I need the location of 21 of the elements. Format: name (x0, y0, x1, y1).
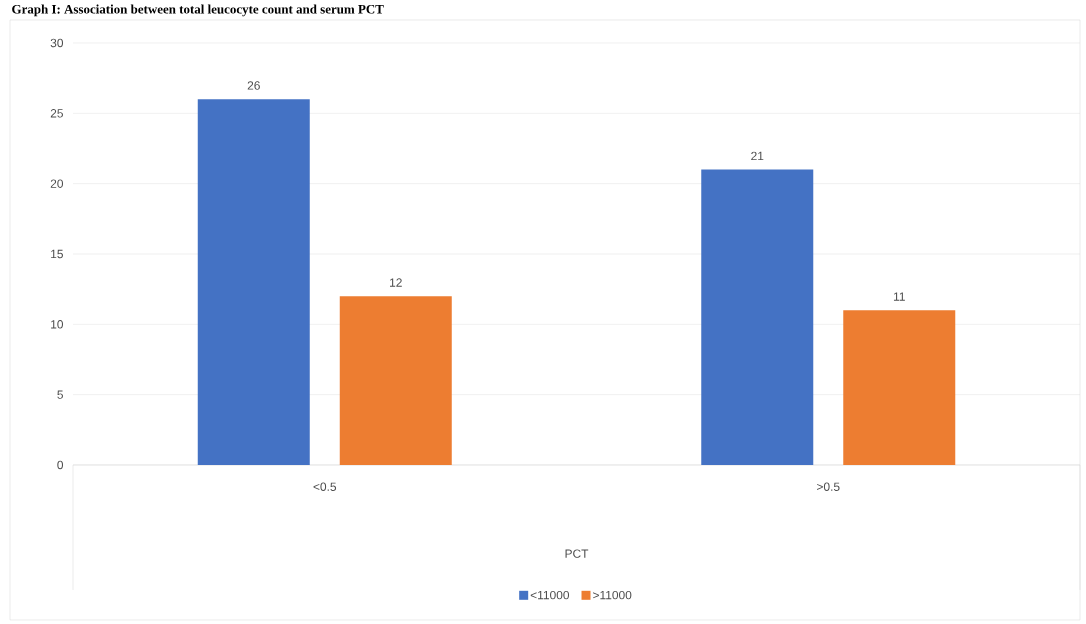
bar (843, 310, 956, 465)
x-axis-title: PCT (565, 549, 589, 558)
y-tick-label: 15 (51, 249, 63, 259)
x-tick-label: >0.5 (817, 482, 840, 491)
data-label: 12 (390, 278, 402, 287)
bar (701, 169, 814, 465)
y-tick-label: 25 (50, 109, 63, 118)
data-label: 21 (751, 151, 764, 161)
x-tick-label: <0.5 (313, 482, 337, 491)
chart-title: Graph I: Association between total leucocyte count and serum PCT (12, 4, 384, 17)
bar (197, 99, 310, 465)
y-tick-label: 5 (57, 390, 63, 399)
y-tick-label: 10 (51, 320, 64, 329)
y-tick-label: 0 (57, 460, 64, 470)
data-label: 11 (893, 292, 905, 301)
y-tick-label: 20 (50, 179, 64, 188)
data-label: 26 (247, 81, 260, 90)
y-tick-label: 30 (50, 38, 64, 48)
legend-label: >11000 (593, 590, 632, 600)
bar (339, 296, 452, 465)
legend-label: <11000 (530, 590, 570, 600)
